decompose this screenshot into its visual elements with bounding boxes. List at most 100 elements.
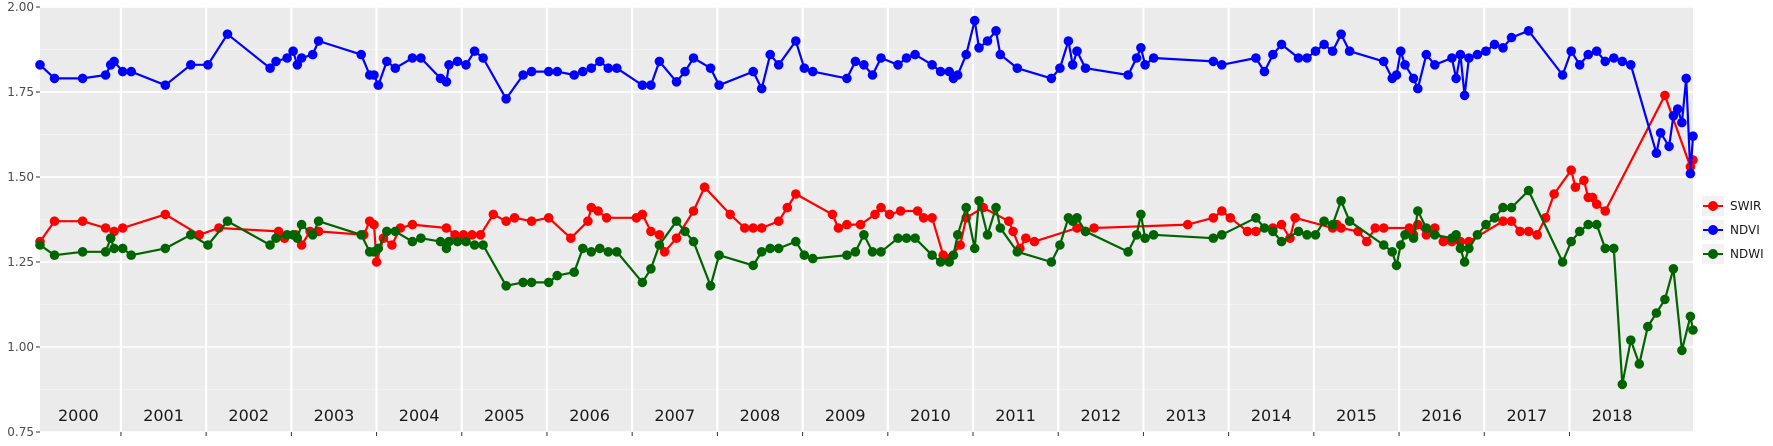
data-point (1472, 49, 1483, 60)
data-point (1361, 236, 1372, 247)
data-point (1408, 233, 1419, 243)
data-point (1591, 199, 1602, 209)
data-point (867, 247, 878, 257)
data-point (1327, 46, 1338, 56)
data-point (910, 233, 920, 243)
data-point (699, 182, 710, 192)
data-point (1481, 219, 1491, 230)
legend-key-point (1708, 201, 1718, 211)
data-point (1566, 236, 1576, 247)
data-point (637, 209, 648, 220)
data-point (578, 243, 588, 254)
data-point (49, 73, 60, 84)
data-point (265, 63, 275, 73)
data-point (1413, 206, 1423, 216)
data-point (469, 46, 480, 56)
data-point (1004, 216, 1014, 226)
data-point (680, 226, 690, 237)
data-point (478, 240, 488, 250)
data-point (1293, 53, 1304, 63)
year-label: 2007 (654, 406, 695, 425)
data-point (469, 240, 480, 250)
data-point (1208, 56, 1219, 67)
data-point (646, 264, 656, 274)
data-point (791, 236, 801, 247)
data-point (927, 250, 937, 260)
year-label: 2005 (484, 406, 525, 425)
data-point (1400, 60, 1410, 70)
data-point (927, 213, 937, 223)
data-point (1072, 46, 1082, 56)
data-point (1276, 219, 1287, 230)
data-point (1217, 230, 1227, 240)
data-point (1336, 223, 1346, 233)
data-point (1515, 226, 1525, 237)
data-point (1655, 128, 1666, 138)
data-point (105, 233, 116, 243)
data-point (901, 233, 912, 243)
data-point (688, 206, 699, 216)
data-point (1489, 39, 1500, 50)
year-label: 2018 (1592, 406, 1633, 425)
data-point (927, 60, 937, 70)
data-point (222, 216, 233, 226)
data-point (1012, 63, 1023, 73)
data-point (1251, 53, 1261, 63)
data-point (307, 230, 318, 240)
data-point (1472, 230, 1483, 240)
data-point (543, 66, 554, 77)
data-point (714, 80, 724, 90)
year-label: 2017 (1506, 406, 1547, 425)
data-point (833, 223, 844, 233)
data-point (1489, 213, 1500, 223)
data-point (1021, 233, 1031, 243)
year-label: 2000 (58, 406, 99, 425)
data-point (1626, 60, 1636, 70)
data-point (1557, 257, 1568, 267)
data-point (444, 236, 454, 247)
data-point (501, 281, 511, 291)
data-point (680, 66, 690, 77)
data-point (1080, 63, 1091, 73)
legend-key-point (1708, 225, 1718, 235)
data-point (1055, 240, 1065, 250)
data-point (799, 250, 810, 260)
data-point (1583, 219, 1593, 230)
data-point (296, 219, 307, 230)
data-point (952, 70, 963, 80)
data-point (478, 53, 488, 63)
data-point (995, 49, 1006, 60)
data-point (1600, 56, 1610, 67)
data-point (756, 223, 767, 233)
data-point (952, 230, 963, 240)
data-point (827, 209, 838, 220)
data-point (876, 202, 886, 213)
data-point (756, 83, 767, 94)
data-point (586, 63, 597, 73)
data-point (1123, 70, 1133, 80)
year-label: 2003 (314, 406, 355, 425)
data-point (452, 236, 463, 247)
legend-key-point (1708, 249, 1718, 259)
data-point (773, 216, 784, 226)
data-point (637, 80, 648, 90)
data-point (77, 216, 88, 226)
data-point (1609, 53, 1619, 63)
data-point (1008, 226, 1018, 237)
data-point (1617, 379, 1628, 390)
data-point (773, 243, 784, 254)
data-point (1570, 182, 1581, 192)
data-point (705, 63, 716, 73)
data-point (671, 233, 682, 243)
data-point (1498, 202, 1508, 213)
data-point (1268, 226, 1278, 237)
data-point (488, 209, 499, 220)
data-point (991, 26, 1001, 36)
data-point (1089, 223, 1099, 233)
data-point (1336, 196, 1346, 206)
data-point (1430, 223, 1440, 233)
data-point (1421, 223, 1432, 233)
data-point (543, 213, 554, 223)
data-point (552, 66, 562, 77)
data-point (1634, 359, 1645, 369)
